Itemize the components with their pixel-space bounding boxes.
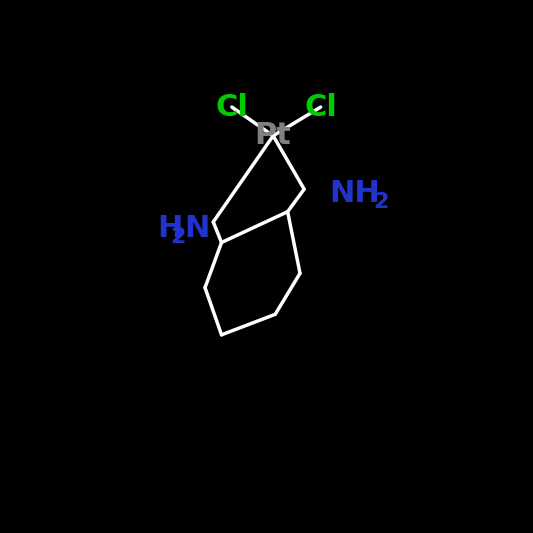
Text: 2: 2 xyxy=(171,227,186,247)
Text: H: H xyxy=(158,214,183,243)
Text: N: N xyxy=(184,214,209,243)
Text: NH: NH xyxy=(329,179,379,208)
Text: Cl: Cl xyxy=(304,93,337,122)
Text: 2: 2 xyxy=(374,192,389,212)
Text: Cl: Cl xyxy=(215,93,248,122)
Text: Pt: Pt xyxy=(255,122,292,150)
